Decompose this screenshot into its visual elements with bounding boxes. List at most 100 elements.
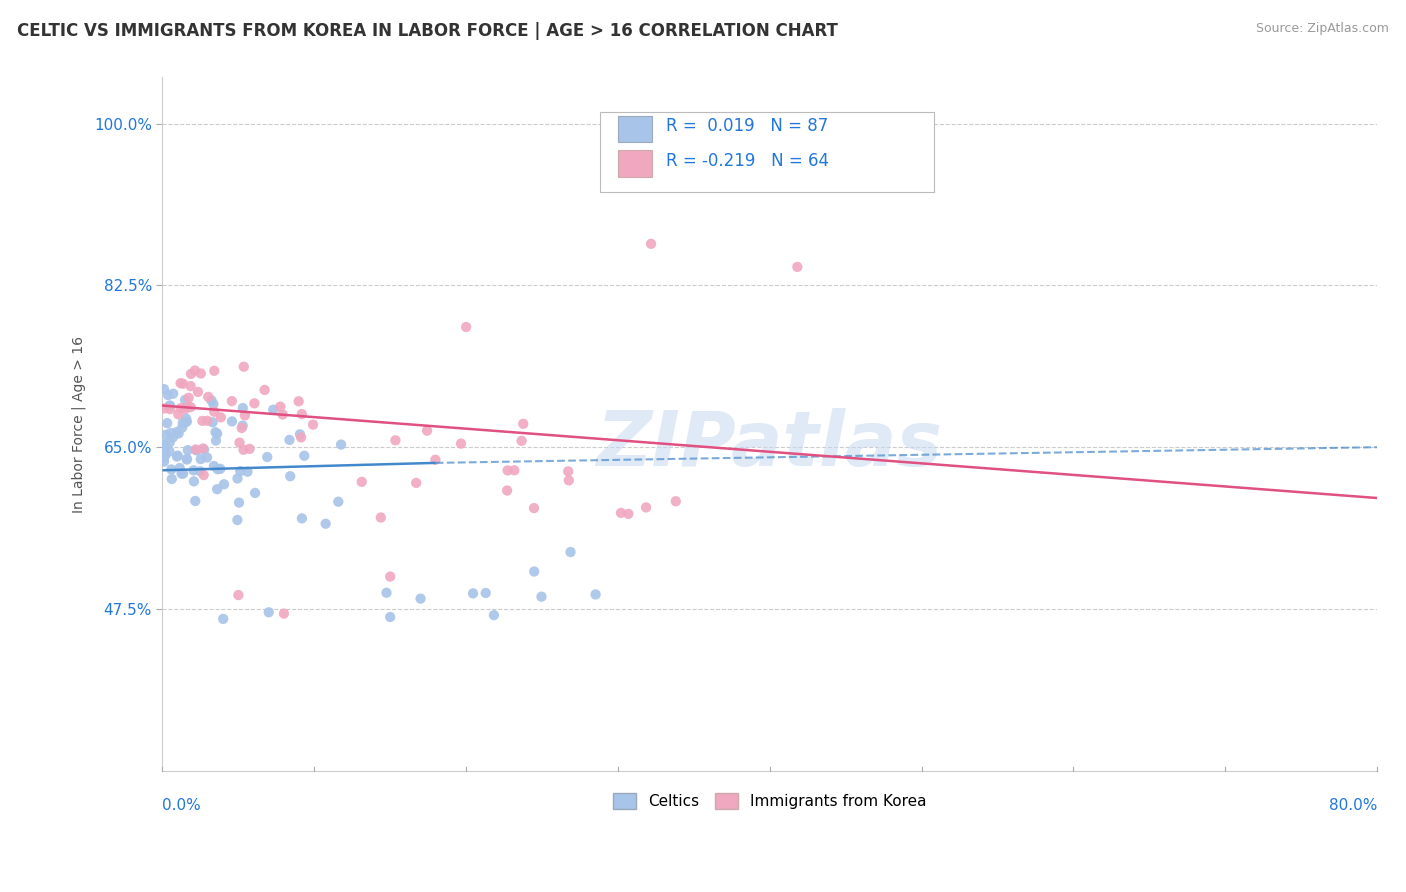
Point xyxy=(236,465,259,479)
Point xyxy=(172,416,194,430)
Point xyxy=(174,416,197,430)
Point xyxy=(167,426,190,441)
Point xyxy=(184,363,207,377)
Point xyxy=(159,399,181,413)
Point xyxy=(350,475,373,489)
Point xyxy=(209,462,232,476)
Text: CELTIC VS IMMIGRANTS FROM KOREA IN LABOR FORCE | AGE > 16 CORRELATION CHART: CELTIC VS IMMIGRANTS FROM KOREA IN LABOR… xyxy=(17,22,838,40)
Point xyxy=(166,425,188,439)
Point xyxy=(169,376,191,391)
Point xyxy=(153,440,176,454)
Point xyxy=(640,236,662,251)
Point xyxy=(523,565,546,579)
Point xyxy=(160,472,183,486)
Point xyxy=(202,364,225,378)
Point xyxy=(176,452,198,467)
Point xyxy=(153,382,176,396)
Point xyxy=(243,396,266,410)
Point xyxy=(384,434,406,448)
Point xyxy=(184,442,207,457)
Point xyxy=(610,506,633,520)
Point xyxy=(159,435,181,450)
Point xyxy=(191,414,214,428)
Point xyxy=(212,477,235,491)
Point xyxy=(174,411,197,425)
Text: Source: ZipAtlas.com: Source: ZipAtlas.com xyxy=(1256,22,1389,36)
Point xyxy=(153,437,176,451)
Point xyxy=(560,545,582,559)
Text: ZIPatlas: ZIPatlas xyxy=(596,408,942,482)
Point xyxy=(204,425,226,440)
Point xyxy=(278,433,301,447)
Point xyxy=(786,260,808,274)
Point xyxy=(200,393,222,408)
Point xyxy=(183,463,205,477)
Point xyxy=(226,513,249,527)
Point xyxy=(232,401,254,415)
Point xyxy=(256,450,278,464)
Point xyxy=(231,421,253,435)
Point xyxy=(409,591,432,606)
Point xyxy=(207,462,229,476)
Point xyxy=(287,394,309,409)
Text: R =  0.019   N = 87: R = 0.019 N = 87 xyxy=(666,117,828,135)
Point xyxy=(183,475,205,489)
Point xyxy=(557,464,579,478)
Point xyxy=(232,418,254,433)
Point xyxy=(474,586,496,600)
Point xyxy=(174,392,197,407)
Point xyxy=(262,402,284,417)
Text: R = -0.219   N = 64: R = -0.219 N = 64 xyxy=(666,152,830,169)
Point xyxy=(239,442,262,456)
Point xyxy=(180,379,202,393)
Point xyxy=(510,434,533,448)
Point xyxy=(172,420,194,434)
Point xyxy=(162,430,184,444)
Point xyxy=(174,401,197,416)
Point xyxy=(330,437,353,451)
Point xyxy=(205,426,228,441)
Point xyxy=(315,516,337,531)
Point xyxy=(226,471,249,485)
Point xyxy=(166,450,188,464)
Point xyxy=(291,511,314,525)
Point xyxy=(205,434,228,448)
Point xyxy=(221,414,243,428)
Point xyxy=(155,439,177,453)
Point xyxy=(153,401,176,416)
Point xyxy=(187,384,209,399)
Point xyxy=(157,388,180,402)
Point xyxy=(229,464,252,478)
Point xyxy=(156,416,179,430)
Point xyxy=(177,391,200,405)
Point xyxy=(172,376,194,391)
Point xyxy=(512,417,534,431)
Point xyxy=(169,461,191,475)
Point xyxy=(176,415,198,429)
Point xyxy=(482,608,505,623)
Point xyxy=(302,417,325,432)
Point xyxy=(195,414,218,428)
Y-axis label: In Labor Force | Age > 16: In Labor Force | Age > 16 xyxy=(72,335,86,513)
Point xyxy=(585,587,607,601)
Point xyxy=(193,468,215,483)
Point xyxy=(193,442,215,457)
Point xyxy=(197,390,219,404)
Point xyxy=(195,450,218,465)
Point xyxy=(177,443,200,458)
Point xyxy=(153,439,176,453)
Point xyxy=(273,607,295,621)
Point xyxy=(184,494,207,508)
Point xyxy=(617,507,640,521)
Point xyxy=(456,320,478,334)
Point xyxy=(636,500,658,515)
Point xyxy=(461,586,484,600)
Point xyxy=(205,482,228,496)
Point xyxy=(159,425,181,440)
Point xyxy=(288,427,311,442)
Point xyxy=(176,452,198,467)
Point xyxy=(375,586,398,600)
Point xyxy=(170,467,193,481)
FancyBboxPatch shape xyxy=(617,116,652,142)
FancyBboxPatch shape xyxy=(600,112,934,192)
